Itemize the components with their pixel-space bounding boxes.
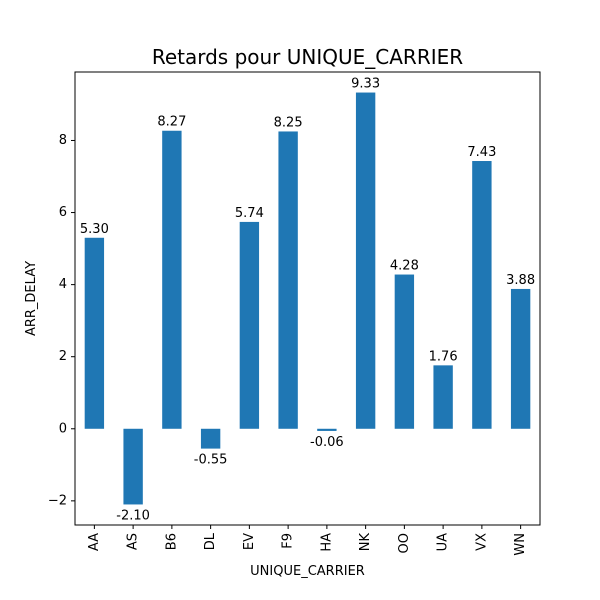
bar-ha xyxy=(317,428,337,431)
bar-vx xyxy=(472,161,492,429)
x-tick-label-f9: F9 xyxy=(281,533,296,549)
x-axis-label: UNIQUE_CARRIER xyxy=(250,564,365,579)
bars-group xyxy=(84,92,531,505)
bar-dl xyxy=(200,428,221,449)
x-tick-label-b6: B6 xyxy=(164,533,179,550)
data-labels-group: 5.30 -2.10 8.27 -0.55 5.74 8.25 -0.06 9.33 4.28 1… xyxy=(80,77,535,524)
bar-ev xyxy=(239,221,260,429)
y-tick-label: −2 xyxy=(48,493,67,508)
bar-wn xyxy=(510,288,531,429)
chart-title: Retards pour UNIQUE_CARRIER xyxy=(152,45,463,69)
y-tick-label: 6 xyxy=(59,205,67,220)
data-label-wn: 3.88 xyxy=(506,273,535,288)
bar-f9 xyxy=(278,131,298,429)
y-axis-ticks: −2 0 2 4 6 8 xyxy=(48,133,75,508)
x-tick-label-aa: AA xyxy=(87,533,102,551)
y-tick-label: 2 xyxy=(59,349,67,364)
x-tick-label-ha: HA xyxy=(319,533,334,552)
data-label-dl: -0.55 xyxy=(194,453,228,468)
data-label-f9: 8.25 xyxy=(274,115,303,130)
y-tick-label: 0 xyxy=(59,421,67,436)
bar-nk xyxy=(355,92,376,429)
y-axis-label: ARR_DELAY xyxy=(24,261,39,336)
x-tick-label-as: AS xyxy=(126,533,141,550)
bar-ua xyxy=(433,365,453,429)
data-label-oo: 4.28 xyxy=(390,259,419,274)
data-label-vx: 7.43 xyxy=(467,145,496,160)
data-label-ev: 5.74 xyxy=(235,206,264,221)
data-label-ua: 1.76 xyxy=(429,349,458,364)
data-label-b6: 8.27 xyxy=(157,115,186,130)
bar-as xyxy=(123,428,143,505)
data-label-aa: 5.30 xyxy=(80,222,109,237)
x-tick-label-oo: OO xyxy=(397,533,412,553)
data-label-ha: -0.06 xyxy=(310,435,344,450)
data-label-as: -2.10 xyxy=(116,508,150,523)
x-tick-label-dl: DL xyxy=(203,532,218,550)
x-tick-label-nk: NK xyxy=(358,533,373,552)
data-label-nk: 9.33 xyxy=(351,77,380,92)
bar-b6 xyxy=(162,130,182,429)
x-tick-label-ua: UA xyxy=(436,533,451,552)
y-tick-label: 8 xyxy=(59,133,67,148)
x-tick-label-vx: VX xyxy=(474,533,489,551)
x-axis-ticks: AA AS B6 DL EV F9 HA NK OO UA VX WN xyxy=(87,525,528,556)
x-tick-label-wn: WN xyxy=(513,533,528,556)
y-tick-label: 4 xyxy=(59,277,67,292)
bar-aa xyxy=(84,237,105,429)
bar-oo xyxy=(394,274,415,429)
plot-frame xyxy=(74,71,541,526)
x-tick-label-ev: EV xyxy=(242,533,257,550)
